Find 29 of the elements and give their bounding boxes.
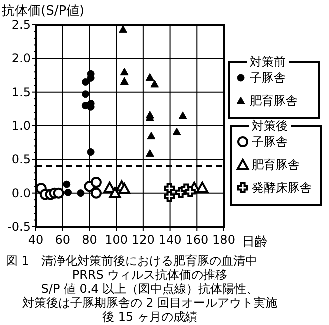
y-tick-label: 1.0 (12, 119, 31, 133)
y-tick-label: 1.5 (12, 85, 31, 100)
text: 対策後 (252, 119, 288, 133)
text: PRRS ウィルス抗体価の推移 (72, 268, 228, 282)
y-tick-label: 2.0 (12, 52, 31, 66)
x-axis-title: 日齢 (242, 235, 268, 250)
text: 対策前 (250, 55, 286, 69)
legend-label: 子豚舎 (250, 71, 286, 85)
x-tick-label: 140 (158, 233, 182, 247)
legend-label: 肥育豚舎 (252, 158, 300, 172)
text: 対策後は子豚期豚舎の 2 回目オールアウト実施 (22, 296, 278, 310)
x-tick-label: 100 (105, 233, 128, 247)
x-tick-label: 60 (55, 233, 70, 247)
x-tick-label: 160 (186, 233, 209, 247)
x-tick-label: 120 (132, 233, 155, 247)
text: 後 15 ヶ月の成績 (102, 310, 198, 324)
y-tick-label: 0.5 (12, 152, 31, 167)
y-tick-label: 2.5 (12, 18, 31, 32)
y-axis-title: 抗体価(S/P値) (2, 4, 85, 19)
y-tick-label: 0.0 (12, 186, 31, 200)
x-tick-label: 80 (82, 233, 98, 247)
caption: 図 1 清浄化対策前後における肥育豚の血清中 (6, 254, 258, 268)
x-tick-label: 180 (212, 233, 236, 247)
x-tick-label: 40 (28, 233, 44, 247)
legend-label: 発酵床豚舎 (252, 181, 312, 195)
y-tick-label: -0.5 (8, 220, 31, 234)
legend-label: 肥育豚舎 (250, 94, 298, 108)
legend-label: 子豚舎 (252, 135, 288, 149)
text: S/P 値 0.4 以上（図中点線）抗体陽性、 (41, 282, 259, 296)
